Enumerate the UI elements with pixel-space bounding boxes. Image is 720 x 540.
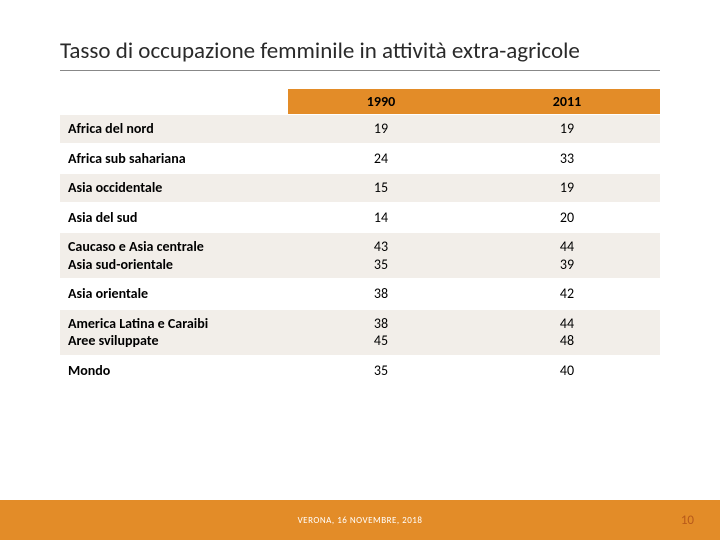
- data-table: 1990 2011 Africa del nord1919Africa sub …: [60, 89, 660, 386]
- row-value-1990: 24: [288, 144, 474, 174]
- row-label: Asia orientale: [60, 279, 288, 309]
- table-row: Mondo3540: [60, 356, 660, 386]
- row-label: Asia del sud: [60, 203, 288, 233]
- row-label: Caucaso e Asia centraleAsia sud-oriental…: [60, 232, 288, 279]
- row-value-1990: 14: [288, 203, 474, 233]
- table-row: Africa sub sahariana2433: [60, 144, 660, 174]
- row-label: Mondo: [60, 356, 288, 386]
- row-value-1990: 38: [288, 279, 474, 309]
- row-value-2011: 4439: [474, 232, 660, 279]
- table-row: America Latina e CaraibiAree sviluppate3…: [60, 309, 660, 356]
- row-value-2011: 20: [474, 203, 660, 233]
- row-value-2011: 40: [474, 356, 660, 386]
- row-value-2011: 4448: [474, 309, 660, 356]
- row-value-1990: 19: [288, 115, 474, 144]
- row-label: Africa sub sahariana: [60, 144, 288, 174]
- page-number: 10: [681, 513, 694, 528]
- row-value-2011: 19: [474, 173, 660, 203]
- footer-bar: VERONA, 16 NOVEMBRE, 2018 10: [0, 500, 720, 540]
- row-value-1990: 4335: [288, 232, 474, 279]
- footer-text: VERONA, 16 NOVEMBRE, 2018: [298, 515, 423, 526]
- row-label: Asia occidentale: [60, 173, 288, 203]
- col-header-empty: [60, 89, 288, 115]
- table-row: Asia occidentale1519: [60, 173, 660, 203]
- col-header-1990: 1990: [288, 89, 474, 115]
- table-row: Caucaso e Asia centraleAsia sud-oriental…: [60, 232, 660, 279]
- row-value-2011: 42: [474, 279, 660, 309]
- row-value-1990: 3845: [288, 309, 474, 356]
- row-value-2011: 33: [474, 144, 660, 174]
- slide-title: Tasso di occupazione femminile in attivi…: [60, 38, 660, 71]
- row-value-1990: 35: [288, 356, 474, 386]
- row-label: America Latina e CaraibiAree sviluppate: [60, 309, 288, 356]
- table-header-row: 1990 2011: [60, 89, 660, 115]
- row-value-2011: 19: [474, 115, 660, 144]
- col-header-2011: 2011: [474, 89, 660, 115]
- table-row: Asia orientale3842: [60, 279, 660, 309]
- row-value-1990: 15: [288, 173, 474, 203]
- table-row: Africa del nord1919: [60, 115, 660, 144]
- table-row: Asia del sud1420: [60, 203, 660, 233]
- row-label: Africa del nord: [60, 115, 288, 144]
